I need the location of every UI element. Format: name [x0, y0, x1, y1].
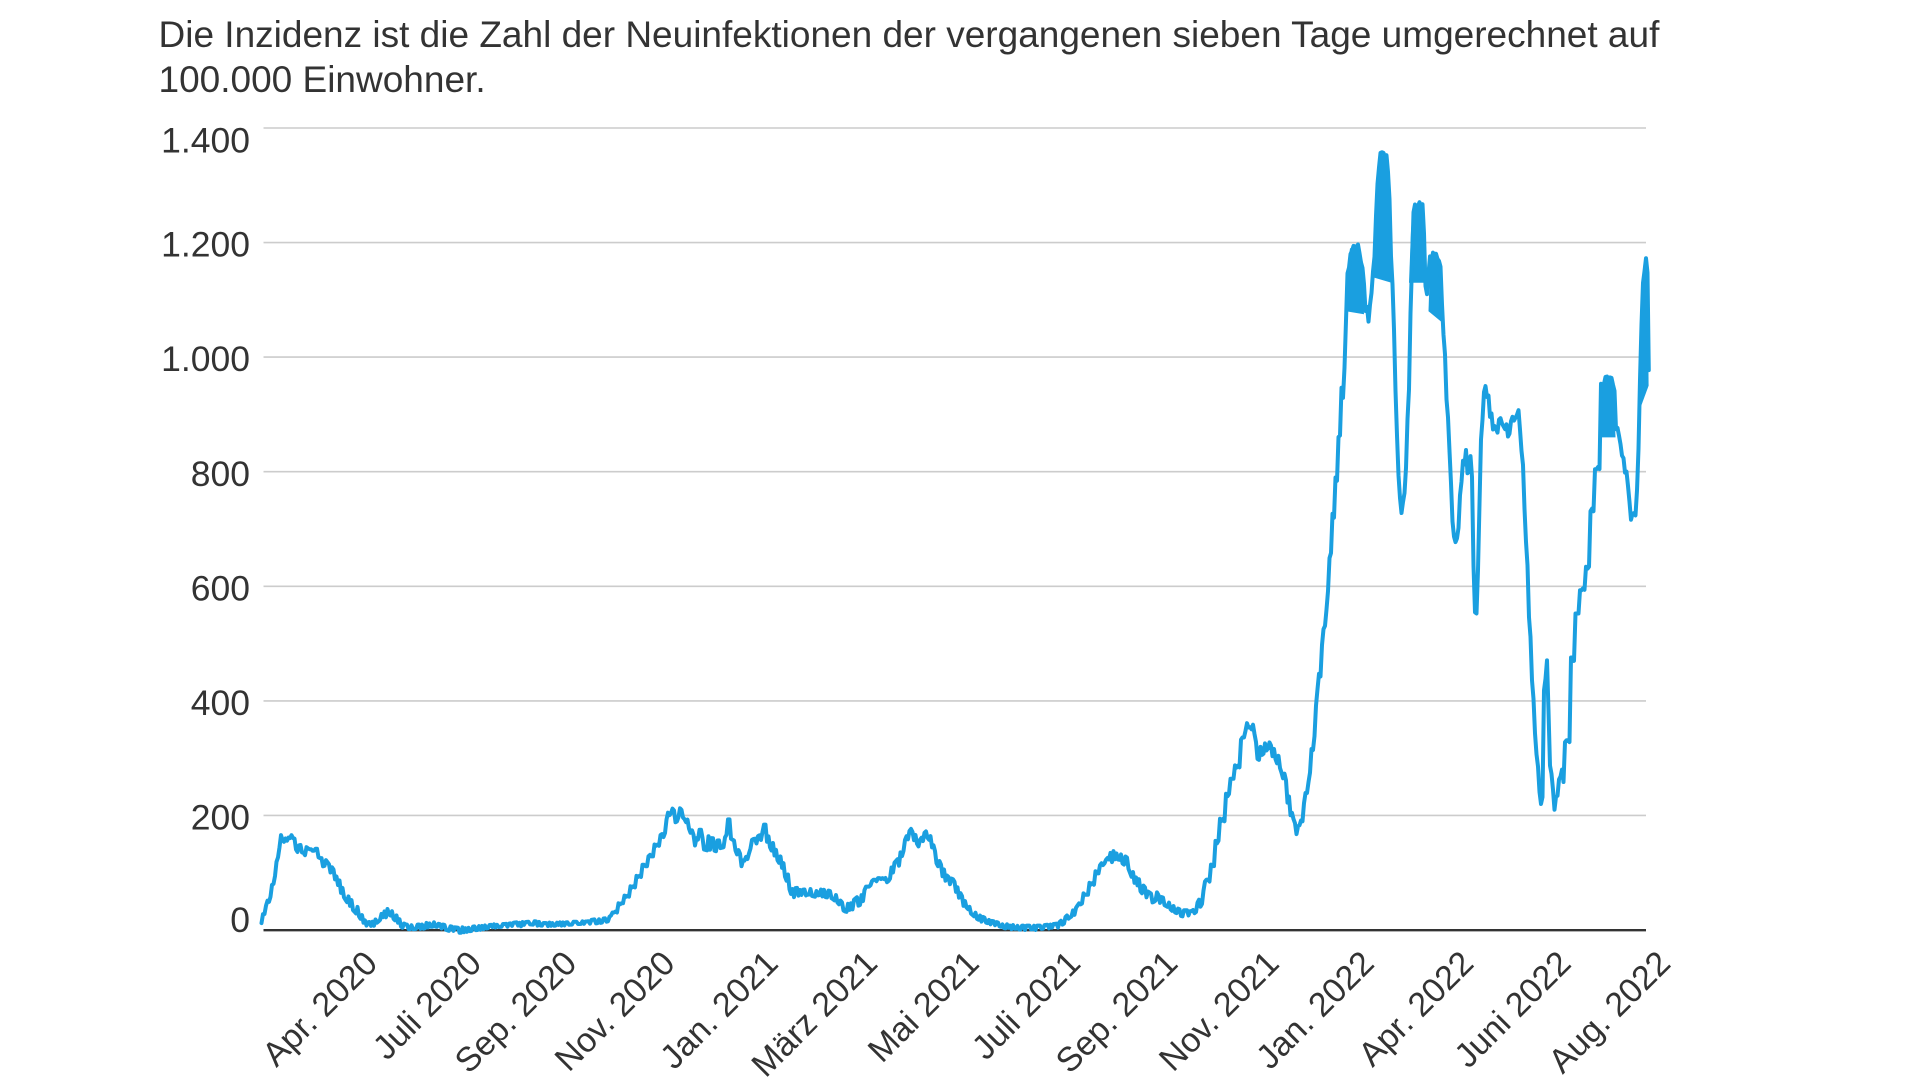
svg-text:0: 0: [230, 900, 250, 940]
svg-text:1.200: 1.200: [161, 225, 250, 265]
svg-text:Mai 2021: Mai 2021: [861, 944, 987, 1070]
svg-text:Apr. 2020: Apr. 2020: [255, 944, 385, 1074]
svg-text:1.000: 1.000: [161, 339, 250, 379]
svg-text:1.400: 1.400: [161, 121, 250, 161]
svg-text:800: 800: [191, 454, 250, 494]
svg-text:400: 400: [191, 683, 250, 723]
svg-text:200: 200: [191, 798, 250, 838]
svg-text:600: 600: [191, 568, 250, 608]
